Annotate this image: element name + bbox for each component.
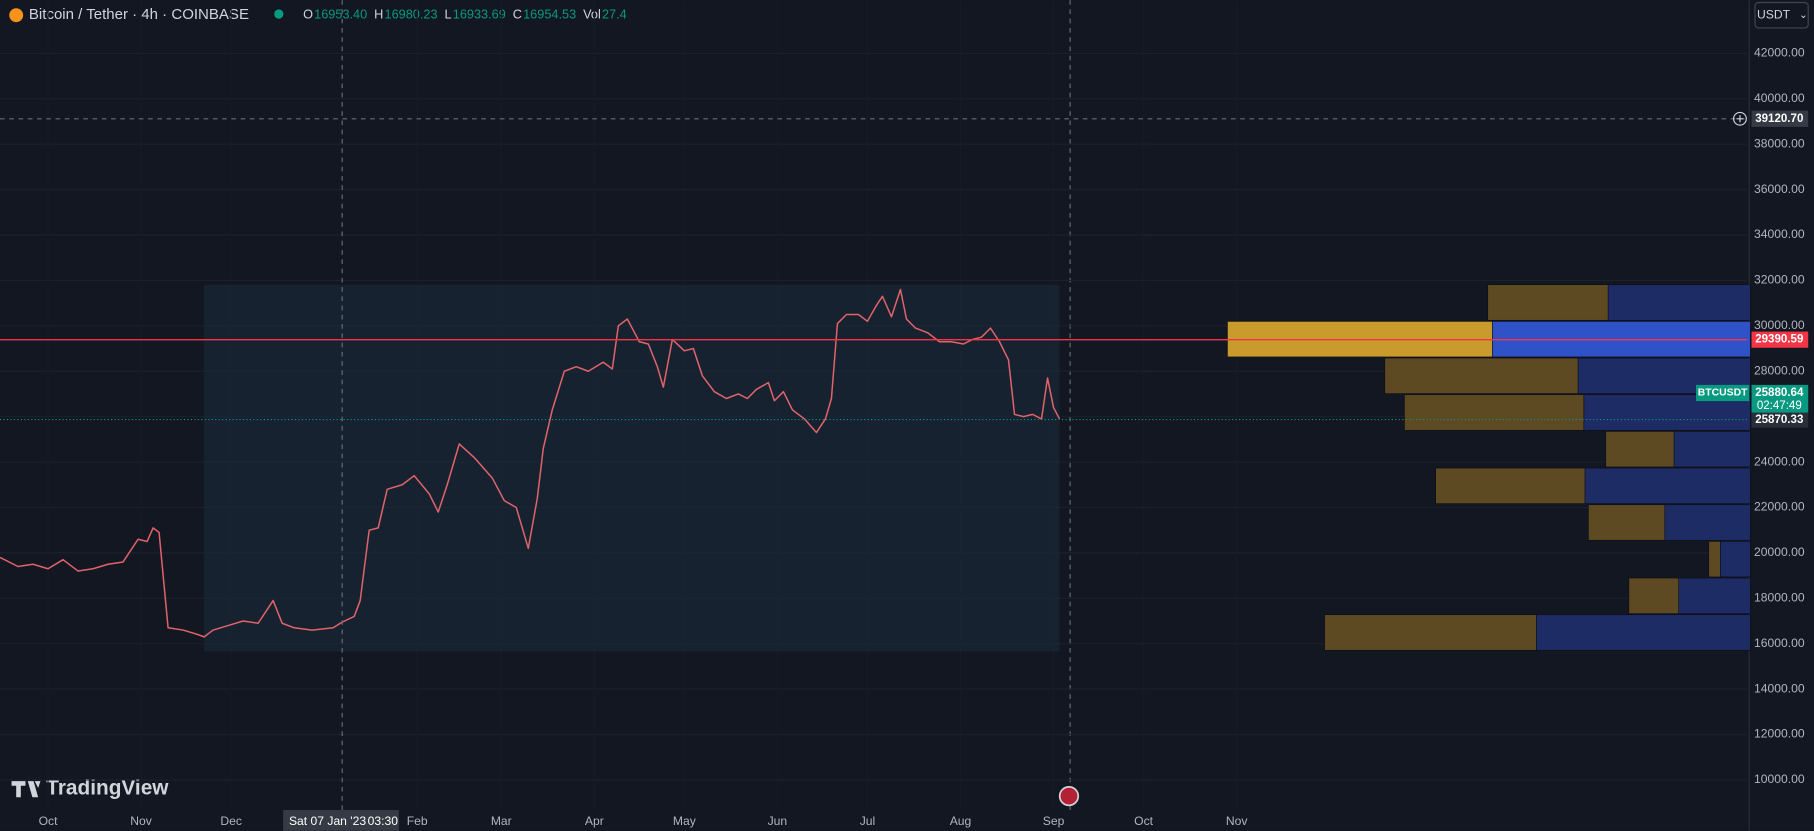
x-tick-label: Dec [220,814,242,828]
ohlc-value: 16933.69 [453,7,506,22]
x-tick-label: Mar [491,814,512,828]
ohlc-label: H [374,7,383,22]
x-tick-label: Oct [1134,814,1153,828]
y-tick-label: 14000.00 [1754,681,1805,695]
quote-label: 25880.64 [1755,387,1804,399]
x-tick-label: May [673,814,697,828]
ohlc-label: Vol [583,7,601,22]
add-alert-plus [1736,115,1744,123]
x-tick-label: Sep [1043,814,1065,828]
status-dot [274,9,284,19]
profile-up [1384,357,1579,394]
y-tick-label: 32000.00 [1754,273,1805,287]
y-tick-label: 36000.00 [1754,182,1805,196]
y-tick-label: 16000.00 [1754,636,1805,650]
y-tick-label: 24000.00 [1754,454,1805,468]
x-tick-label: Nov [1226,814,1248,828]
quote-badge [1751,384,1809,413]
x-tick-label: Apr [585,814,604,828]
y-tick-label: 22000.00 [1754,500,1805,514]
brand-name: TradingView [46,777,169,800]
x-tick-label: Feb [407,814,428,828]
last-price-badge [1751,412,1809,428]
y-tick-label: 20000.00 [1754,545,1805,559]
profile-up [1435,467,1586,504]
x-tick-label: Jun [768,814,788,828]
ohlc-label: L [445,7,452,22]
y-tick-label: 40000.00 [1754,91,1805,105]
ohlc-value: 16953.40 [314,7,367,22]
brand: TradingView [11,777,169,800]
profile-up [1605,431,1675,468]
x-tick-label: Aug [950,814,972,828]
profile-down [1673,431,1751,468]
brand-logo [11,781,41,798]
symbol-title[interactable]: Bitcoin / Tether · 4h · COINBASE [29,6,249,23]
add-alert-button[interactable] [1733,111,1747,126]
profile-up [1324,614,1537,651]
crosshair-x-label: Sat 07 Jan '23 [289,814,366,828]
hline-label: 29390.59 [1755,334,1803,346]
hline-badge [1751,331,1809,348]
currency-caret: ⌄ [1799,10,1808,21]
crosshair-x-badge [283,809,399,831]
y-tick-label: 10000.00 [1754,772,1805,786]
y-tick-label: 28000.00 [1754,363,1805,377]
y-tick-label: 42000.00 [1754,46,1805,60]
profile-down [1536,614,1751,651]
countdown-label: 02:47:49 [1757,400,1802,412]
last-price-label: 25870.33 [1755,414,1803,426]
price-line [0,288,1061,638]
ohlc-label: O [303,7,313,22]
crosshair-time-label: 03:30 [368,814,399,828]
symbol-badge [1695,384,1750,402]
profile-up [1404,394,1585,431]
y-tick-label: 38000.00 [1754,136,1805,150]
y-tick-label: 34000.00 [1754,227,1805,241]
profile-down [1678,577,1751,614]
profile-down [1720,541,1751,578]
symbol-icon [9,8,24,23]
profile-up [1588,504,1666,541]
range-box [204,284,1060,652]
symbol-label: BTCUSDT [1698,388,1748,399]
ohlc-label: C [513,7,522,22]
currency[interactable]: USDT [1757,7,1791,21]
crosshair-y-badge [1751,110,1809,127]
profile-up [1628,577,1679,614]
ohlc-value: 27.4 [602,7,627,22]
y-tick-label: 30000.00 [1754,318,1805,332]
profile-up [1487,284,1609,321]
x-tick-label: Nov [130,814,152,828]
ohlc-value: 16980.23 [385,7,438,22]
currency-box[interactable] [1754,1,1809,29]
profile-down [1584,467,1751,504]
x-tick-label: Jul [860,814,876,828]
ohlc-value: 16954.53 [523,7,576,22]
profile-up [1708,541,1721,578]
profile-down [1664,504,1751,541]
event-flag[interactable] [1058,785,1080,807]
x-tick-label: Oct [39,814,58,828]
y-tick-label: 18000.00 [1754,590,1805,604]
crosshair-y-label: 39120.70 [1755,113,1803,125]
profile-down [1607,284,1751,321]
y-tick-label: 12000.00 [1754,727,1805,741]
